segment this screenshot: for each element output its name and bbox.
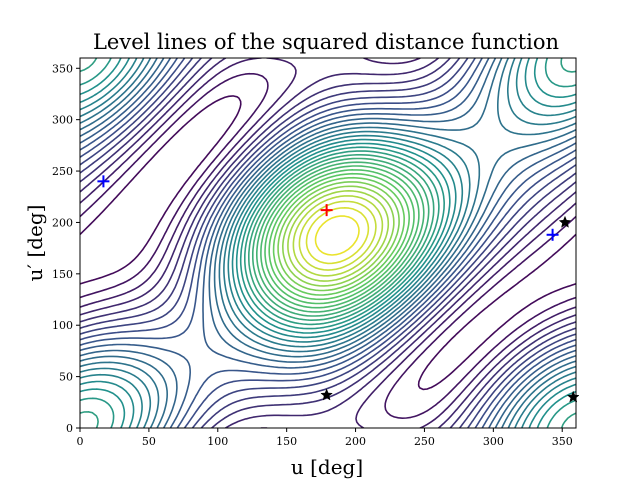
chart-title: Level lines of the squared distance func… [93,30,559,54]
contour-level [287,190,390,282]
y-tick-label: 300 [52,114,73,127]
contour-level [80,58,576,428]
critical-point-markers [97,175,580,403]
x-tick-label: 0 [77,435,84,448]
contour-level [305,207,370,265]
x-tick-label: 300 [483,435,504,448]
saddle-star-marker [558,215,572,228]
y-tick-label: 350 [52,62,73,75]
contour-level [314,215,360,256]
y-tick-label: 100 [52,319,73,332]
contour-level [292,195,384,277]
contour-level [80,58,576,428]
x-tick-label: 350 [552,435,573,448]
x-tick-label: 250 [414,435,435,448]
y-tick-label: 50 [59,371,73,384]
contour-level [260,165,420,309]
saddle-star-marker [566,390,580,403]
contour-level [80,58,576,428]
minimum-plus-marker [97,175,110,188]
contour-level [80,58,576,428]
y-tick-label: 250 [52,165,73,178]
contour-level [80,58,576,428]
contour-level [80,58,576,428]
contour-level [277,181,400,292]
contour-level [80,58,576,428]
y-tick-label: 150 [52,268,73,281]
contour-level [80,58,576,428]
contour-level [80,58,576,428]
x-tick-label: 200 [345,435,366,448]
plot-frame [79,57,577,429]
contour-level [298,200,377,271]
contour-level [80,58,576,428]
x-axis-ticks: 0 50 100 150 200 250 300 350 [77,428,573,448]
contour-level [264,169,415,305]
y-tick-label: 0 [66,422,73,435]
y-axis-label: u′ [deg] [23,205,47,282]
saddle-star-marker [320,388,333,401]
contour-level [80,58,576,428]
x-tick-label: 150 [276,435,297,448]
maximum-plus-marker [320,204,333,217]
contour-lines [80,58,576,428]
contour-level [268,172,410,301]
contour-level [272,176,405,296]
x-tick-label: 100 [207,435,228,448]
y-axis-ticks: 0 50 100 150 200 250 300 350 [52,62,80,435]
contour-level [252,157,430,317]
minimum-plus-marker [546,228,559,241]
contour-level [80,95,576,391]
contour-level [80,58,576,428]
contour-level [248,154,435,321]
y-tick-label: 200 [52,216,73,229]
x-tick-label: 50 [142,435,156,448]
contour-level [80,72,576,419]
contour-level [282,185,395,287]
contour-level [80,58,576,428]
contour-level [256,161,425,313]
x-axis-label: u [deg] [291,455,363,479]
